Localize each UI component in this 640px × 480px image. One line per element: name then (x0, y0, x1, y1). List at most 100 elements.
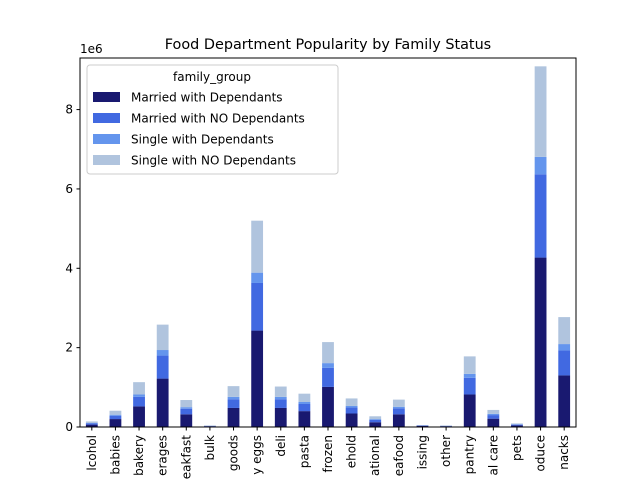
legend-swatch-1 (93, 92, 120, 102)
bar-4-13 (369, 416, 382, 420)
x-tick-label-12: ehold (345, 435, 359, 468)
bar-2-8 (251, 282, 264, 331)
bar-1-3 (133, 406, 145, 427)
bar-2-11 (322, 367, 334, 387)
bar-3-11 (322, 363, 334, 368)
bar-1-10 (298, 411, 311, 427)
x-tick-label-4: erages (156, 435, 170, 476)
bar-1-15 (416, 425, 429, 427)
bar-3-7 (227, 396, 240, 400)
x-tick-label-3: bakery (132, 435, 146, 476)
x-tick-label-17: pantry (463, 435, 477, 474)
bar-1-18 (487, 418, 500, 427)
bar-1-12 (345, 413, 358, 427)
bar-4-7 (227, 386, 240, 397)
bar-4-12 (345, 398, 358, 406)
bar-3-2 (109, 414, 122, 416)
y-tick-label-1: 0 (65, 420, 73, 434)
bar-4-9 (274, 386, 287, 397)
bars-layer (85, 66, 571, 427)
bar-3-12 (345, 405, 358, 408)
bar-2-1 (85, 423, 98, 425)
x-tick-label-9: deli (274, 435, 288, 457)
bar-2-20 (534, 174, 547, 258)
x-tick-label-5: eakfast (179, 435, 193, 480)
legend-label-3: Single with Dependants (131, 133, 274, 147)
bar-4-4 (156, 324, 169, 351)
bar-3-9 (274, 396, 287, 400)
bar-1-2 (109, 419, 122, 427)
bar-2-10 (298, 403, 311, 412)
bar-3-13 (369, 419, 382, 420)
bar-1-13 (369, 422, 382, 427)
legend-title: family_group (173, 70, 251, 84)
bar-2-7 (227, 399, 240, 408)
bar-2-18 (487, 415, 500, 419)
bar-2-17 (463, 377, 476, 395)
bar-1-9 (274, 407, 287, 427)
bar-4-8 (251, 220, 264, 273)
x-tick-label-2: babies (108, 435, 122, 475)
bar-1-8 (251, 330, 264, 427)
bar-1-20 (534, 257, 547, 427)
axes-layer: 0 2 4 6 8 lcohol babies bakery erages eakfast bulk… (65, 57, 577, 480)
y-tick-label-2: 2 (65, 341, 73, 355)
bar-2-4 (156, 355, 169, 379)
bar-3-4 (156, 350, 169, 356)
bar-2-13 (369, 419, 382, 423)
bar-3-3 (133, 394, 145, 397)
bar-1-1 (85, 424, 98, 427)
bar-4-1 (85, 421, 98, 424)
legend-swatch-2 (93, 113, 120, 123)
x-tick-label-16: other (439, 435, 453, 467)
bar-3-21 (558, 344, 571, 351)
bar-3-14 (392, 406, 405, 409)
bar-4-3 (133, 382, 145, 395)
legend-label-4: Single with NO Dependants (131, 154, 296, 168)
bar-2-9 (274, 399, 287, 408)
y-tick-label-3: 4 (65, 261, 73, 275)
x-tick-label-15: issing (415, 435, 429, 469)
bar-4-10 (298, 393, 311, 403)
x-tick-label-6: bulk (203, 435, 217, 461)
y-axis-offset-label: 1e6 (80, 42, 103, 56)
x-tick-label-20: oduce (534, 435, 548, 472)
bar-1-5 (180, 414, 193, 427)
bar-4-17 (463, 356, 476, 374)
x-tick-label-8: y eggs (250, 435, 264, 475)
bar-2-21 (558, 350, 571, 376)
bar-2-12 (345, 407, 358, 414)
y-tick-label-5: 8 (65, 103, 73, 117)
x-tick-label-14: eafood (392, 435, 406, 476)
bar-3-20 (534, 156, 547, 175)
legend: family_group Married with Dependants Marri… (86, 64, 339, 175)
bar-3-17 (463, 373, 476, 378)
bar-4-18 (487, 409, 500, 414)
y-tick-label-4: 6 (65, 182, 73, 196)
x-tick-label-13: ational (368, 435, 382, 476)
legend-frame (86, 64, 339, 175)
bar-4-5 (180, 400, 193, 408)
bar-1-17 (463, 394, 476, 427)
legend-label-1: Married with Dependants (131, 91, 283, 105)
bar-4-14 (392, 399, 405, 407)
bar-1-14 (392, 414, 405, 427)
x-tick-label-7: goods (227, 435, 241, 471)
bar-1-21 (558, 375, 571, 427)
bar-2-19 (511, 424, 523, 426)
bar-2-2 (109, 415, 122, 420)
bar-1-7 (227, 407, 240, 427)
chart-title: Food Department Popularity by Family Sta… (165, 37, 491, 53)
bar-1-4 (156, 378, 169, 427)
bar-3-5 (180, 407, 193, 409)
bar-1-11 (322, 386, 334, 427)
legend-swatch-3 (93, 134, 120, 144)
legend-swatch-4 (93, 155, 120, 165)
x-tick-label-11: frozen (321, 435, 335, 473)
x-tick-label-21: nacks (557, 435, 571, 470)
x-tick-label-18: al care (486, 435, 500, 476)
x-tick-label-19: pets (510, 435, 524, 461)
bar-4-11 (322, 342, 334, 364)
bar-2-3 (133, 396, 145, 407)
